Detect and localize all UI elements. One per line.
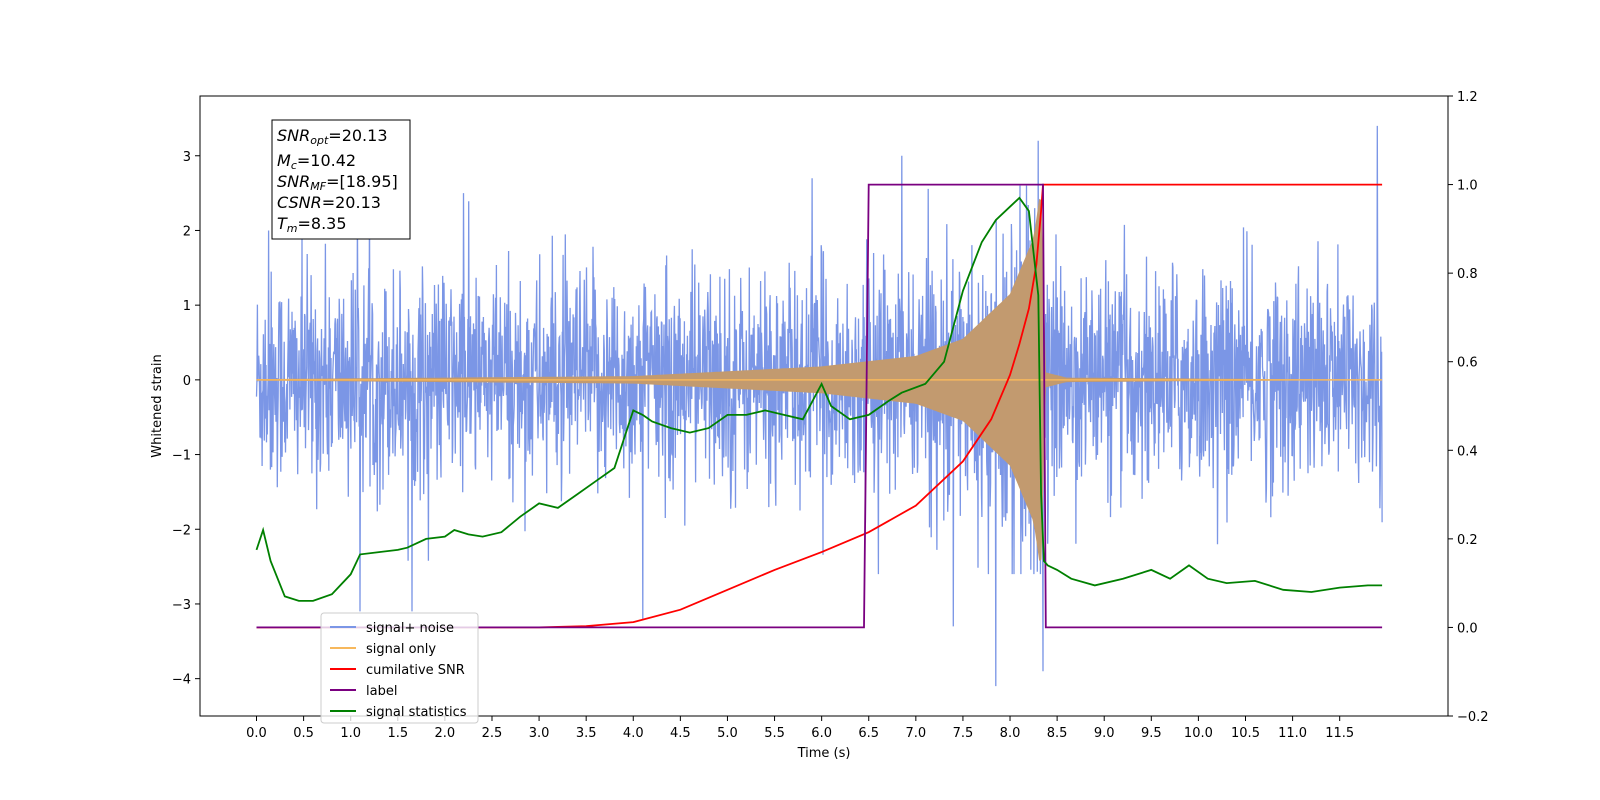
- series-signal-statistics: [255, 196, 1383, 602]
- x-tick-label: 9.5: [1141, 726, 1162, 741]
- y-tick-label: 1: [183, 299, 191, 314]
- x-tick-label: 2.0: [435, 726, 456, 741]
- x-tick-label: 11.0: [1278, 726, 1307, 741]
- x-tick-label: 10.0: [1184, 726, 1213, 741]
- x-tick-label: 7.5: [953, 726, 974, 741]
- legend-entry: cumilative SNR: [366, 663, 465, 678]
- x-tick-label: 8.0: [1000, 726, 1021, 741]
- x-tick-label: 0.5: [293, 726, 314, 741]
- y2-tick-label: 0.0: [1457, 621, 1478, 636]
- x-tick-label: 4.0: [623, 726, 644, 741]
- y2-tick-label: 0.2: [1457, 533, 1478, 548]
- y-tick-label: 0: [183, 374, 191, 389]
- plot-frame: [199, 95, 1449, 717]
- y-tick-label: −3: [172, 598, 191, 613]
- info-mc: Mc=10.42: [277, 151, 356, 172]
- x-axis-label: Time (s): [797, 746, 851, 761]
- x-tick-label: 5.0: [717, 726, 738, 741]
- series-label: [256, 183, 1383, 629]
- y-tick-label: 2: [183, 224, 191, 239]
- x-tick-label: 6.5: [858, 726, 879, 741]
- legend-entry: label: [366, 684, 397, 699]
- y2-tick-label: −0.2: [1457, 710, 1489, 725]
- x-axis: 0.0 0.5 1.0 1.5 2.0 2.5 3.0 3.5 4.0 4.5 5.0 5.5 6.0 6…: [246, 716, 1354, 741]
- legend-entry: signal only: [366, 642, 436, 657]
- x-tick-label: 9.0: [1094, 726, 1115, 741]
- legend-entry: signal statistics: [366, 705, 467, 720]
- info-snr-mf: SNRMF=[18.95]: [277, 172, 398, 193]
- y2-tick-label: 1.2: [1457, 90, 1478, 105]
- y2-tick-label: 1.0: [1457, 179, 1478, 194]
- y2-tick-label: 0.6: [1457, 356, 1478, 371]
- series-signal-noise: [255, 125, 1383, 687]
- info-snr-opt: SNRopt=20.13: [277, 126, 388, 147]
- x-tick-label: 1.0: [340, 726, 361, 741]
- y-tick-label: 3: [183, 150, 191, 165]
- y-tick-label: −4: [172, 673, 191, 688]
- legend: signal+ noise signal only cumilative SNR la…: [320, 612, 479, 724]
- y-tick-label: −1: [172, 449, 191, 464]
- y-axis-right: 1.2 1.0 0.8 0.6 0.4 0.2 0.0 −0.2: [1448, 90, 1489, 725]
- y2-tick-label: 0.4: [1457, 444, 1478, 459]
- info-csnr: CSNR=20.13: [277, 193, 381, 212]
- x-tick-label: 7.0: [905, 726, 926, 741]
- legend-entry: signal+ noise: [366, 621, 454, 636]
- x-tick-label: 3.0: [529, 726, 550, 741]
- info-box: SNRopt=20.13 Mc=10.42 SNRMF=[18.95] CSNR…: [271, 119, 411, 240]
- x-tick-label: 5.5: [764, 726, 785, 741]
- y-tick-label: −2: [172, 523, 191, 538]
- x-tick-label: 0.0: [246, 726, 267, 741]
- x-tick-label: 4.5: [670, 726, 691, 741]
- y-axis-left: 3 2 1 0 −1 −2 −3 −4: [172, 150, 200, 688]
- x-tick-label: 11.5: [1325, 726, 1354, 741]
- x-tick-label: 6.0: [811, 726, 832, 741]
- info-tm: Tm=8.35: [277, 214, 347, 235]
- y-axis-label: Whitened strain: [150, 354, 165, 457]
- x-tick-label: 8.5: [1047, 726, 1068, 741]
- y2-tick-label: 0.8: [1457, 267, 1478, 282]
- x-tick-label: 2.5: [482, 726, 503, 741]
- x-tick-label: 10.5: [1231, 726, 1260, 741]
- x-tick-label: 1.5: [387, 726, 408, 741]
- plot-area: [255, 125, 1383, 687]
- x-tick-label: 3.5: [576, 726, 597, 741]
